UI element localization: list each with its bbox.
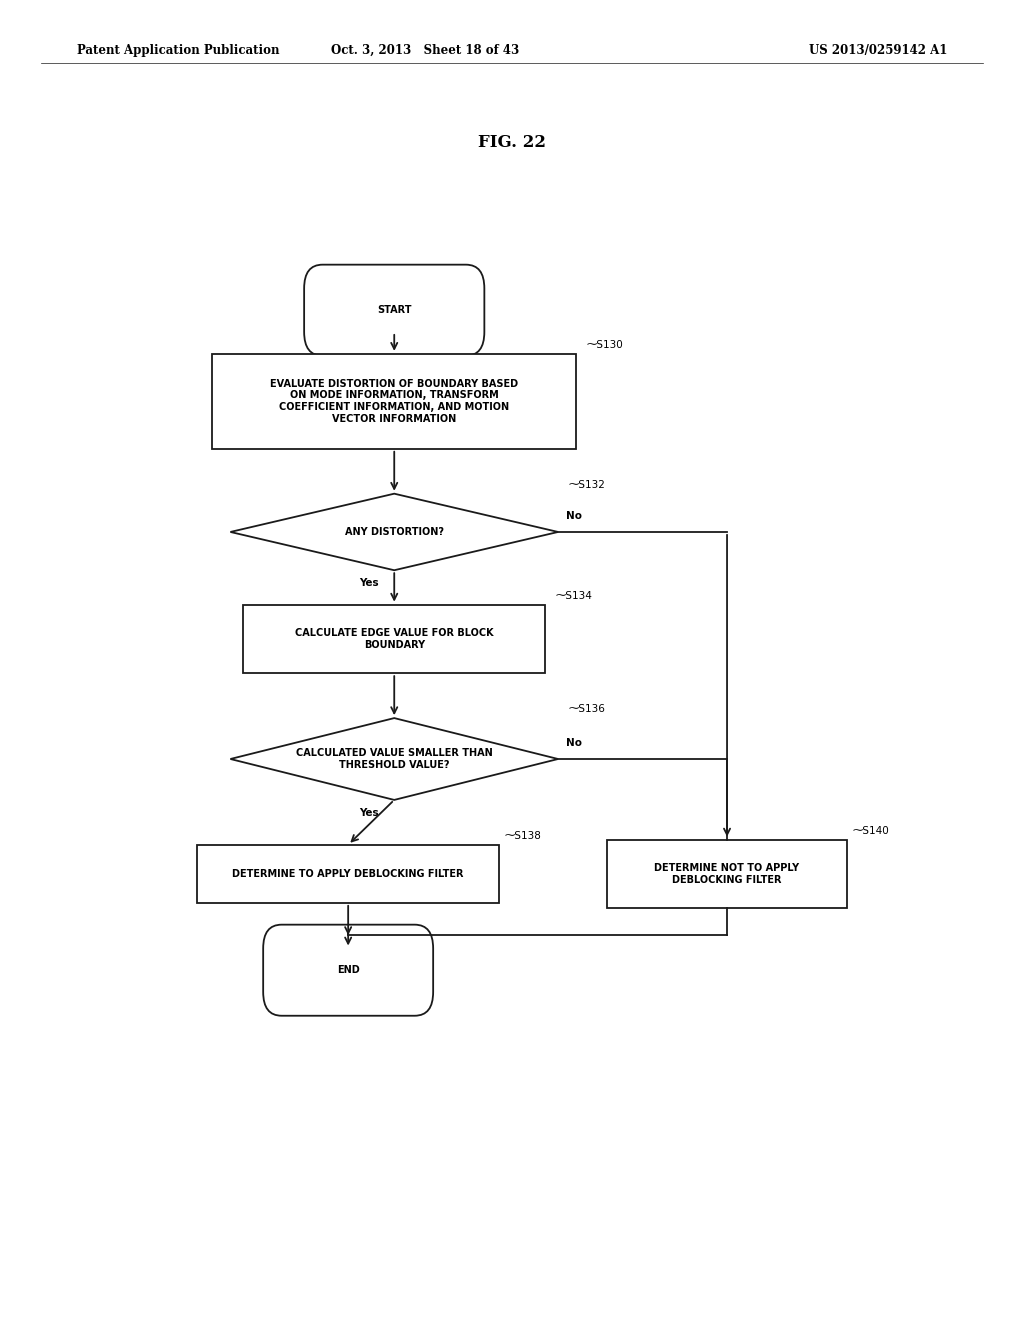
Text: Yes: Yes — [358, 808, 379, 818]
Text: DETERMINE NOT TO APPLY
DEBLOCKING FILTER: DETERMINE NOT TO APPLY DEBLOCKING FILTER — [654, 863, 800, 884]
Text: ⁓S130: ⁓S130 — [586, 339, 623, 350]
Text: ⁓S134: ⁓S134 — [555, 590, 593, 601]
Text: Oct. 3, 2013   Sheet 18 of 43: Oct. 3, 2013 Sheet 18 of 43 — [331, 44, 519, 57]
Text: DETERMINE TO APPLY DEBLOCKING FILTER: DETERMINE TO APPLY DEBLOCKING FILTER — [232, 869, 464, 879]
Text: US 2013/0259142 A1: US 2013/0259142 A1 — [809, 44, 947, 57]
Text: CALCULATED VALUE SMALLER THAN
THRESHOLD VALUE?: CALCULATED VALUE SMALLER THAN THRESHOLD … — [296, 748, 493, 770]
FancyBboxPatch shape — [606, 840, 848, 908]
Text: ⁓S136: ⁓S136 — [568, 704, 605, 714]
Text: Yes: Yes — [358, 578, 379, 589]
FancyBboxPatch shape — [304, 264, 484, 355]
Text: START: START — [377, 305, 412, 315]
Text: END: END — [337, 965, 359, 975]
Text: CALCULATE EDGE VALUE FOR BLOCK
BOUNDARY: CALCULATE EDGE VALUE FOR BLOCK BOUNDARY — [295, 628, 494, 649]
Text: FIG. 22: FIG. 22 — [478, 135, 546, 150]
Text: ANY DISTORTION?: ANY DISTORTION? — [345, 527, 443, 537]
Text: No: No — [566, 738, 583, 748]
Polygon shape — [230, 494, 558, 570]
Text: ⁓S140: ⁓S140 — [852, 825, 889, 836]
FancyBboxPatch shape — [244, 605, 545, 673]
Text: Patent Application Publication: Patent Application Publication — [77, 44, 280, 57]
Polygon shape — [230, 718, 558, 800]
Text: EVALUATE DISTORTION OF BOUNDARY BASED
ON MODE INFORMATION, TRANSFORM
COEFFICIENT: EVALUATE DISTORTION OF BOUNDARY BASED ON… — [270, 379, 518, 424]
Text: No: No — [566, 511, 583, 521]
Text: ⁓S132: ⁓S132 — [568, 479, 605, 490]
FancyBboxPatch shape — [263, 924, 433, 1016]
Text: ⁓S138: ⁓S138 — [505, 830, 542, 841]
FancyBboxPatch shape — [213, 354, 575, 449]
FancyBboxPatch shape — [198, 845, 500, 903]
